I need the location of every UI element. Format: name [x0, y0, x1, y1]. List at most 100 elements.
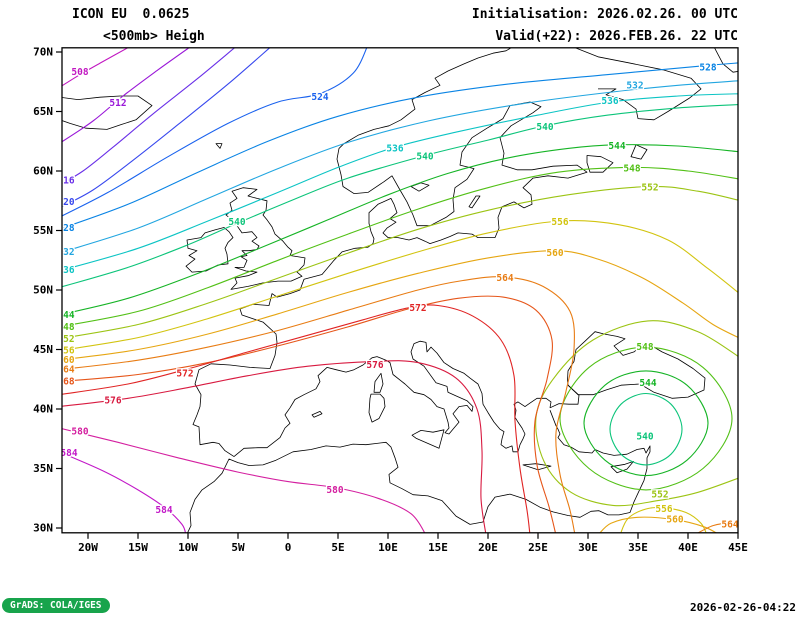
contour-560 [599, 516, 718, 533]
contour-label-532: 532 [57, 247, 74, 258]
contour-576 [62, 360, 487, 533]
y-tick-label: 35N [33, 462, 53, 475]
contour-516 [62, 47, 236, 185]
x-tick-label: 35E [628, 541, 648, 554]
contour-label-560: 560 [546, 248, 563, 259]
contour-label-512: 512 [109, 98, 126, 109]
coastline-iceland [62, 95, 153, 130]
contour-label-580: 580 [326, 485, 343, 496]
weather-map-svg: 508 512 516 520 524 528 528 532 532 536 536 536 540 5… [33, 46, 748, 554]
coastline-great-britain [225, 187, 306, 290]
contour-label-548: 548 [636, 342, 653, 353]
y-tick-label: 65N [33, 105, 53, 118]
contour-label-544: 544 [639, 378, 656, 389]
y-tick-label: 60N [33, 165, 53, 178]
y-tick-label: 30N [33, 522, 53, 535]
contour-label-528: 528 [699, 63, 716, 74]
coastline-lake-vanern [410, 182, 430, 192]
contour-580 [62, 428, 426, 533]
title-valid: Valid(+22): 2026.FEB.26. 22 UTC [495, 29, 738, 44]
coastline-atlantic-nw-europe [192, 47, 588, 457]
contour-512 [62, 47, 190, 143]
contour-520 [62, 47, 271, 208]
coastline-mediterranean-north [233, 340, 552, 457]
x-tick-label: 45E [728, 541, 748, 554]
contour-label-564: 564 [496, 273, 513, 284]
title-field: <500mb> Heigh [103, 29, 205, 44]
contour-label-580: 580 [71, 427, 88, 438]
contour-584 [62, 452, 187, 533]
title-model: ICON EU 0.0625 [72, 7, 190, 22]
coastline-mallorca [311, 411, 323, 418]
x-tick-label: 10W [178, 541, 198, 554]
contour-label-532: 532 [626, 80, 643, 91]
contour-label-556: 556 [655, 504, 672, 515]
coastline-gotland [468, 195, 481, 209]
y-tick-label: 70N [33, 46, 53, 59]
contour-label-552: 552 [641, 183, 658, 194]
contour-label-556: 556 [551, 217, 568, 228]
x-tick-label: 0 [285, 541, 292, 554]
x-tick-label: 25E [528, 541, 548, 554]
contour-label-564: 564 [721, 519, 738, 530]
y-tick-label: 45N [33, 343, 53, 356]
x-tick-label: 5E [331, 541, 344, 554]
coastline-sicily [411, 429, 445, 449]
x-tick-label: 15E [428, 541, 448, 554]
contour-label-560: 560 [666, 515, 683, 526]
y-tick-label: 55N [33, 224, 53, 237]
coastline-kola-white-sea [574, 47, 702, 121]
contour-label-540: 540 [228, 217, 245, 228]
contour-528 [62, 62, 738, 229]
contour-label-564: 564 [57, 365, 74, 376]
contour-label-540: 540 [536, 122, 553, 133]
contour-label-536: 536 [601, 96, 618, 107]
contour-label-576: 576 [104, 396, 121, 407]
contour-560 [62, 250, 738, 361]
contour-label-584: 584 [60, 448, 77, 459]
coastline-cyprus [610, 461, 634, 474]
contour-label-540: 540 [416, 152, 433, 163]
y-tick-label: 50N [33, 284, 53, 297]
contour-552 [535, 320, 738, 507]
contour-536 [62, 93, 738, 271]
contour-label-516: 516 [57, 176, 74, 187]
contour-label-584: 584 [155, 505, 172, 516]
x-tick-label: 20E [478, 541, 498, 554]
contour-label-572: 572 [409, 303, 426, 314]
contour-556 [62, 219, 738, 351]
contour-label-560: 560 [57, 355, 74, 366]
x-tick-label: 15W [128, 541, 148, 554]
contour-label-536: 536 [57, 265, 74, 276]
x-tick-label: 30E [578, 541, 598, 554]
coastline-corsica [373, 372, 384, 393]
generation-timestamp: 2026-02-26-04:22 [690, 601, 796, 614]
contour-540 [62, 104, 738, 288]
contour-label-548: 548 [57, 322, 74, 333]
contour-label-524: 524 [311, 92, 328, 103]
contour-label-528: 528 [57, 223, 74, 234]
coastline-ireland [185, 227, 234, 273]
contour-label-544: 544 [608, 141, 625, 152]
map-clip-group: 508 512 516 520 524 528 528 532 532 536 536 536 540 5… [57, 47, 738, 533]
contour-label-552: 552 [57, 334, 74, 345]
contour-label-568: 568 [57, 377, 74, 388]
contour-544 [583, 370, 709, 477]
grads-stamp: GrADS: COLA/IGES [2, 598, 110, 613]
contour-552 [62, 185, 738, 339]
coastline-kanin [714, 47, 738, 73]
contour-540 [609, 392, 683, 466]
contour-548 [62, 166, 738, 327]
contour-label-540: 540 [636, 431, 653, 442]
title-init: Initialisation: 2026.02.26. 00 UTC [471, 7, 738, 22]
y-tick-label: 40N [33, 403, 53, 416]
contour-label-508: 508 [71, 67, 88, 78]
contour-524 [62, 47, 368, 217]
contour-572 [62, 304, 531, 533]
coastline-faroe [215, 143, 223, 149]
x-tick-label: 40E [678, 541, 698, 554]
contour-label-548: 548 [623, 164, 640, 175]
x-tick-label: 20W [78, 541, 98, 554]
contour-label-536: 536 [386, 143, 403, 154]
